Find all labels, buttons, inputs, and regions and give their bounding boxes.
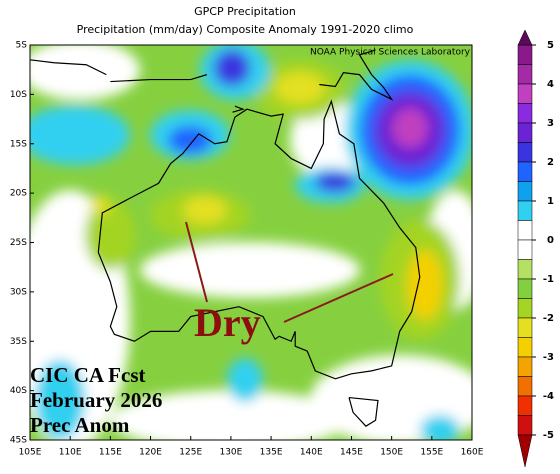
x-tick-label: 155E bbox=[420, 448, 443, 458]
colorbar-segment bbox=[517, 239, 533, 260]
x-tick-label: 140E bbox=[300, 448, 323, 458]
colorbar-segment bbox=[517, 161, 533, 182]
colorbar-label: -2 bbox=[543, 313, 554, 324]
colorbar-segment bbox=[517, 337, 533, 358]
y-tick-label: 5S bbox=[16, 41, 28, 51]
colorbar-segment bbox=[517, 200, 533, 221]
colorbar-label: -3 bbox=[543, 352, 554, 363]
colorbar-label: -4 bbox=[543, 391, 554, 402]
colorbar-segment bbox=[517, 122, 533, 143]
colorbar-label: 1 bbox=[547, 196, 554, 207]
colorbar-label: 4 bbox=[547, 79, 554, 90]
y-tick-label: 40S bbox=[10, 386, 27, 396]
y-tick-label: 10S bbox=[10, 90, 27, 100]
colorbar-segment bbox=[517, 181, 533, 202]
colorbar-segment bbox=[517, 142, 533, 163]
x-tick-label: 125E bbox=[179, 448, 202, 458]
colorbar-segment bbox=[517, 395, 533, 416]
x-tick-label: 145E bbox=[340, 448, 363, 458]
coastline bbox=[30, 49, 421, 427]
coast-line bbox=[110, 74, 207, 83]
y-tick-label: 20S bbox=[10, 189, 27, 199]
x-tick-label: 115E bbox=[99, 448, 122, 458]
annotation: CIC CA Fcst bbox=[30, 363, 146, 387]
credit: NOAA Physical Sciences Laboratory bbox=[310, 48, 471, 58]
y-tick-label: 15S bbox=[10, 139, 27, 149]
colorbar-over bbox=[517, 29, 533, 46]
colorbar-segment bbox=[517, 278, 533, 299]
colorbar-segment bbox=[517, 317, 533, 338]
x-tick-label: 130E bbox=[219, 448, 242, 458]
pointer-line bbox=[283, 273, 394, 323]
colorbar-segment bbox=[517, 44, 533, 65]
coast-line bbox=[30, 59, 107, 76]
coast-line bbox=[232, 105, 245, 113]
x-tick-label: 105E bbox=[19, 448, 42, 458]
x-tick-label: 150E bbox=[380, 448, 403, 458]
colorbar-label: 3 bbox=[547, 118, 554, 129]
title: GPCP Precipitation bbox=[194, 5, 296, 18]
y-tick-label: 45S bbox=[10, 436, 27, 446]
colorbar-label: 2 bbox=[547, 157, 554, 168]
colorbar-segment bbox=[517, 64, 533, 85]
colorbar-segment bbox=[517, 356, 533, 377]
colorbar-segment bbox=[517, 376, 533, 397]
colorbar-segment bbox=[517, 298, 533, 319]
colorbar-label: -1 bbox=[543, 274, 554, 285]
colorbar-segment bbox=[517, 83, 533, 104]
annotation: Prec Anom bbox=[30, 413, 130, 437]
colorbar-segment bbox=[517, 415, 533, 436]
colorbar-label: 5 bbox=[547, 40, 554, 51]
x-tick-label: 160E bbox=[461, 448, 484, 458]
colorbar-under bbox=[517, 434, 533, 468]
coast-line bbox=[97, 99, 421, 380]
y-tick-label: 30S bbox=[10, 287, 27, 297]
annotation: February 2026 bbox=[30, 388, 162, 412]
subtitle: Precipitation (mm/day) Composite Anomaly… bbox=[77, 23, 414, 36]
y-tick-label: 25S bbox=[10, 238, 27, 248]
x-tick-label: 120E bbox=[139, 448, 162, 458]
x-tick-label: 135E bbox=[260, 448, 283, 458]
pointer-line bbox=[185, 221, 208, 303]
coast-line bbox=[319, 49, 394, 101]
colorbar-label: 0 bbox=[547, 235, 554, 246]
colorbar-segment bbox=[517, 259, 533, 280]
colorbar-label: -5 bbox=[543, 430, 554, 441]
dry-label: Dry bbox=[194, 300, 261, 345]
y-tick-label: 35S bbox=[10, 337, 27, 347]
colorbar-segment bbox=[517, 220, 533, 241]
colorbar-segment bbox=[517, 103, 533, 124]
coast-line bbox=[348, 396, 379, 427]
x-tick-label: 110E bbox=[59, 448, 82, 458]
